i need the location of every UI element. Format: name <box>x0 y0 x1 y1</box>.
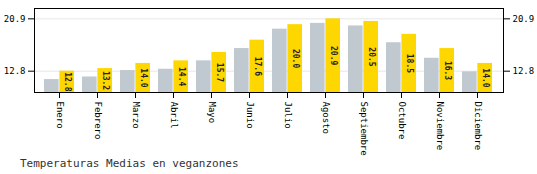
svg-text:Septiembre: Septiembre <box>359 102 369 156</box>
svg-text:15.7: 15.7 <box>215 63 224 82</box>
svg-text:Noviembre: Noviembre <box>435 102 445 151</box>
svg-text:12.8: 12.8 <box>513 66 535 76</box>
svg-text:14.0: 14.0 <box>139 68 148 87</box>
svg-text:20.9: 20.9 <box>329 46 338 65</box>
svg-text:Junio: Junio <box>245 102 255 129</box>
svg-text:Julio: Julio <box>283 102 293 129</box>
svg-text:14.0: 14.0 <box>481 68 490 87</box>
svg-text:Agosto: Agosto <box>321 102 331 135</box>
svg-text:20.5: 20.5 <box>367 47 376 66</box>
svg-text:Octubre: Octubre <box>397 102 407 140</box>
svg-text:14.4: 14.4 <box>177 67 186 86</box>
svg-text:Diciembre: Diciembre <box>473 102 483 151</box>
html-text:Temperaturas Medias en veganzo: Temperaturas Medias en veganzones <box>20 157 239 170</box>
svg-text:13.2: 13.2 <box>101 71 110 90</box>
svg-text:16.3: 16.3 <box>443 61 452 80</box>
svg-text:Abril: Abril <box>169 102 179 129</box>
svg-text:Enero: Enero <box>55 102 65 129</box>
svg-text:17.6: 17.6 <box>253 57 262 76</box>
svg-text:20.9: 20.9 <box>513 14 535 24</box>
svg-text:20.9: 20.9 <box>4 14 26 24</box>
svg-text:Mayo: Mayo <box>207 102 217 124</box>
svg-text:12.8: 12.8 <box>4 66 26 76</box>
svg-text:Febrero: Febrero <box>93 102 103 140</box>
svg-text:Marzo: Marzo <box>131 102 141 129</box>
svg-text:12.8: 12.8 <box>63 72 72 91</box>
svg-text:20.0: 20.0 <box>291 49 300 68</box>
svg-text:18.5: 18.5 <box>405 54 414 73</box>
